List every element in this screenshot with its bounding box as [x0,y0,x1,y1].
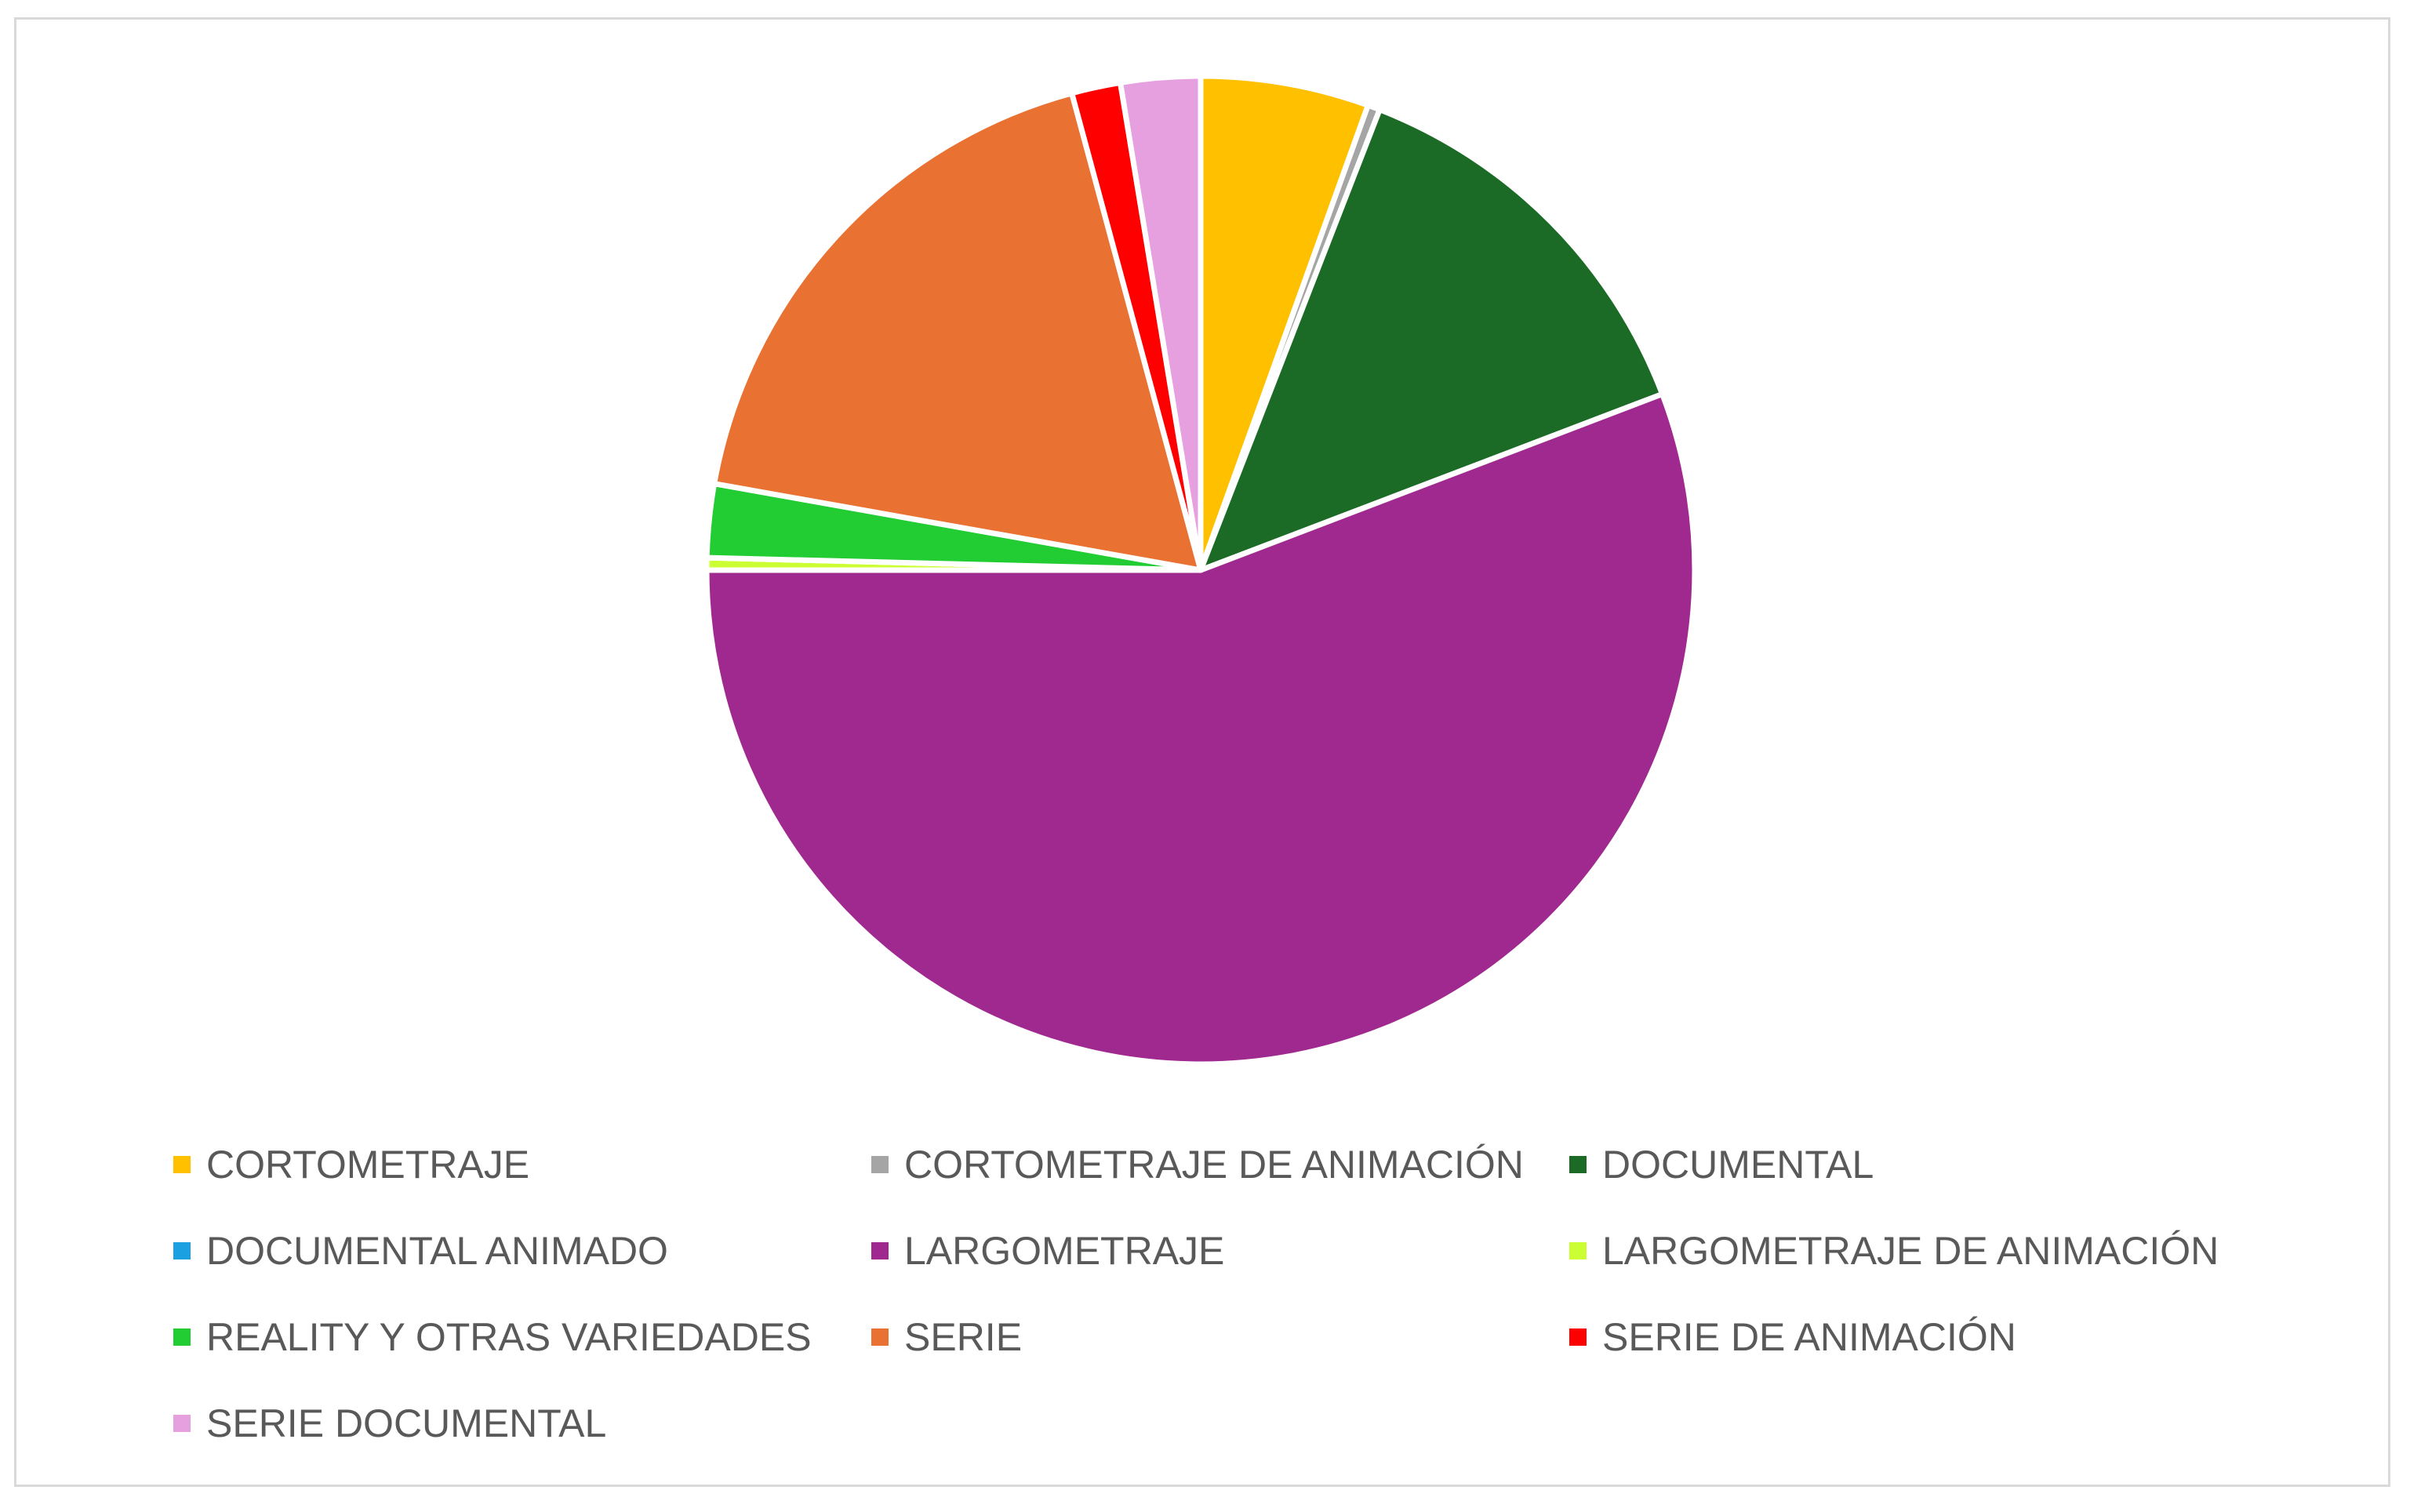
legend-item-reality-y-otras-variedades: REALITY Y OTRAS VARIEDADES [173,1314,871,1361]
legend-swatch [871,1156,889,1173]
legend-item-largometraje: LARGOMETRAJE [871,1227,1569,1274]
legend-label: DOCUMENTAL [1602,1143,1874,1187]
legend-item-documental: DOCUMENTAL [1569,1141,2275,1188]
legend-item-serie-de-animacion: SERIE DE ANIMACIÓN [1569,1314,2275,1361]
pie-slice-documental [1198,107,1666,573]
legend-item-serie: SERIE [871,1314,1569,1361]
pie-slice-serie [711,90,1204,573]
legend-item-serie-documental: SERIE DOCUMENTAL [173,1400,871,1447]
legend-item-cortometraje: CORTOMETRAJE [173,1141,871,1188]
legend-item-cortometraje-de-animacion: CORTOMETRAJE DE ANIMACIÓN [871,1141,1569,1188]
legend-swatch [871,1242,889,1259]
pie-slice-serie-documental [1118,73,1204,573]
legend-label: LARGOMETRAJE [904,1229,1225,1273]
pie-chart [703,73,1698,1067]
legend-label: REALITY Y OTRAS VARIEDADES [206,1315,812,1359]
legend-item-largometraje-de-animacion: LARGOMETRAJE DE ANIMACIÓN [1569,1227,2275,1274]
legend-item-documental-animado: DOCUMENTAL ANIMADO [173,1227,871,1274]
legend-label: SERIE [904,1315,1023,1359]
legend-swatch [173,1328,191,1346]
legend-swatch [173,1242,191,1259]
legend-swatch [1569,1156,1587,1173]
legend-label: SERIE DE ANIMACIÓN [1602,1315,2016,1359]
legend-label: CORTOMETRAJE DE ANIMACIÓN [904,1143,1524,1187]
legend-swatch [173,1415,191,1432]
legend-swatch [871,1328,889,1346]
chart-legend: CORTOMETRAJE CORTOMETRAJE DE ANIMACIÓN DOC… [173,1141,2330,1447]
legend-swatch [1569,1242,1587,1259]
legend-label: LARGOMETRAJE DE ANIMACIÓN [1602,1229,2219,1273]
chart-frame: CORTOMETRAJE CORTOMETRAJE DE ANIMACIÓN DOC… [14,17,2390,1487]
legend-swatch [173,1156,191,1173]
legend-label: CORTOMETRAJE [206,1143,530,1187]
legend-label: DOCUMENTAL ANIMADO [206,1229,668,1273]
legend-label: SERIE DOCUMENTAL [206,1401,607,1445]
legend-swatch [1569,1328,1587,1346]
pie-slice-largometraje [703,391,1698,1067]
